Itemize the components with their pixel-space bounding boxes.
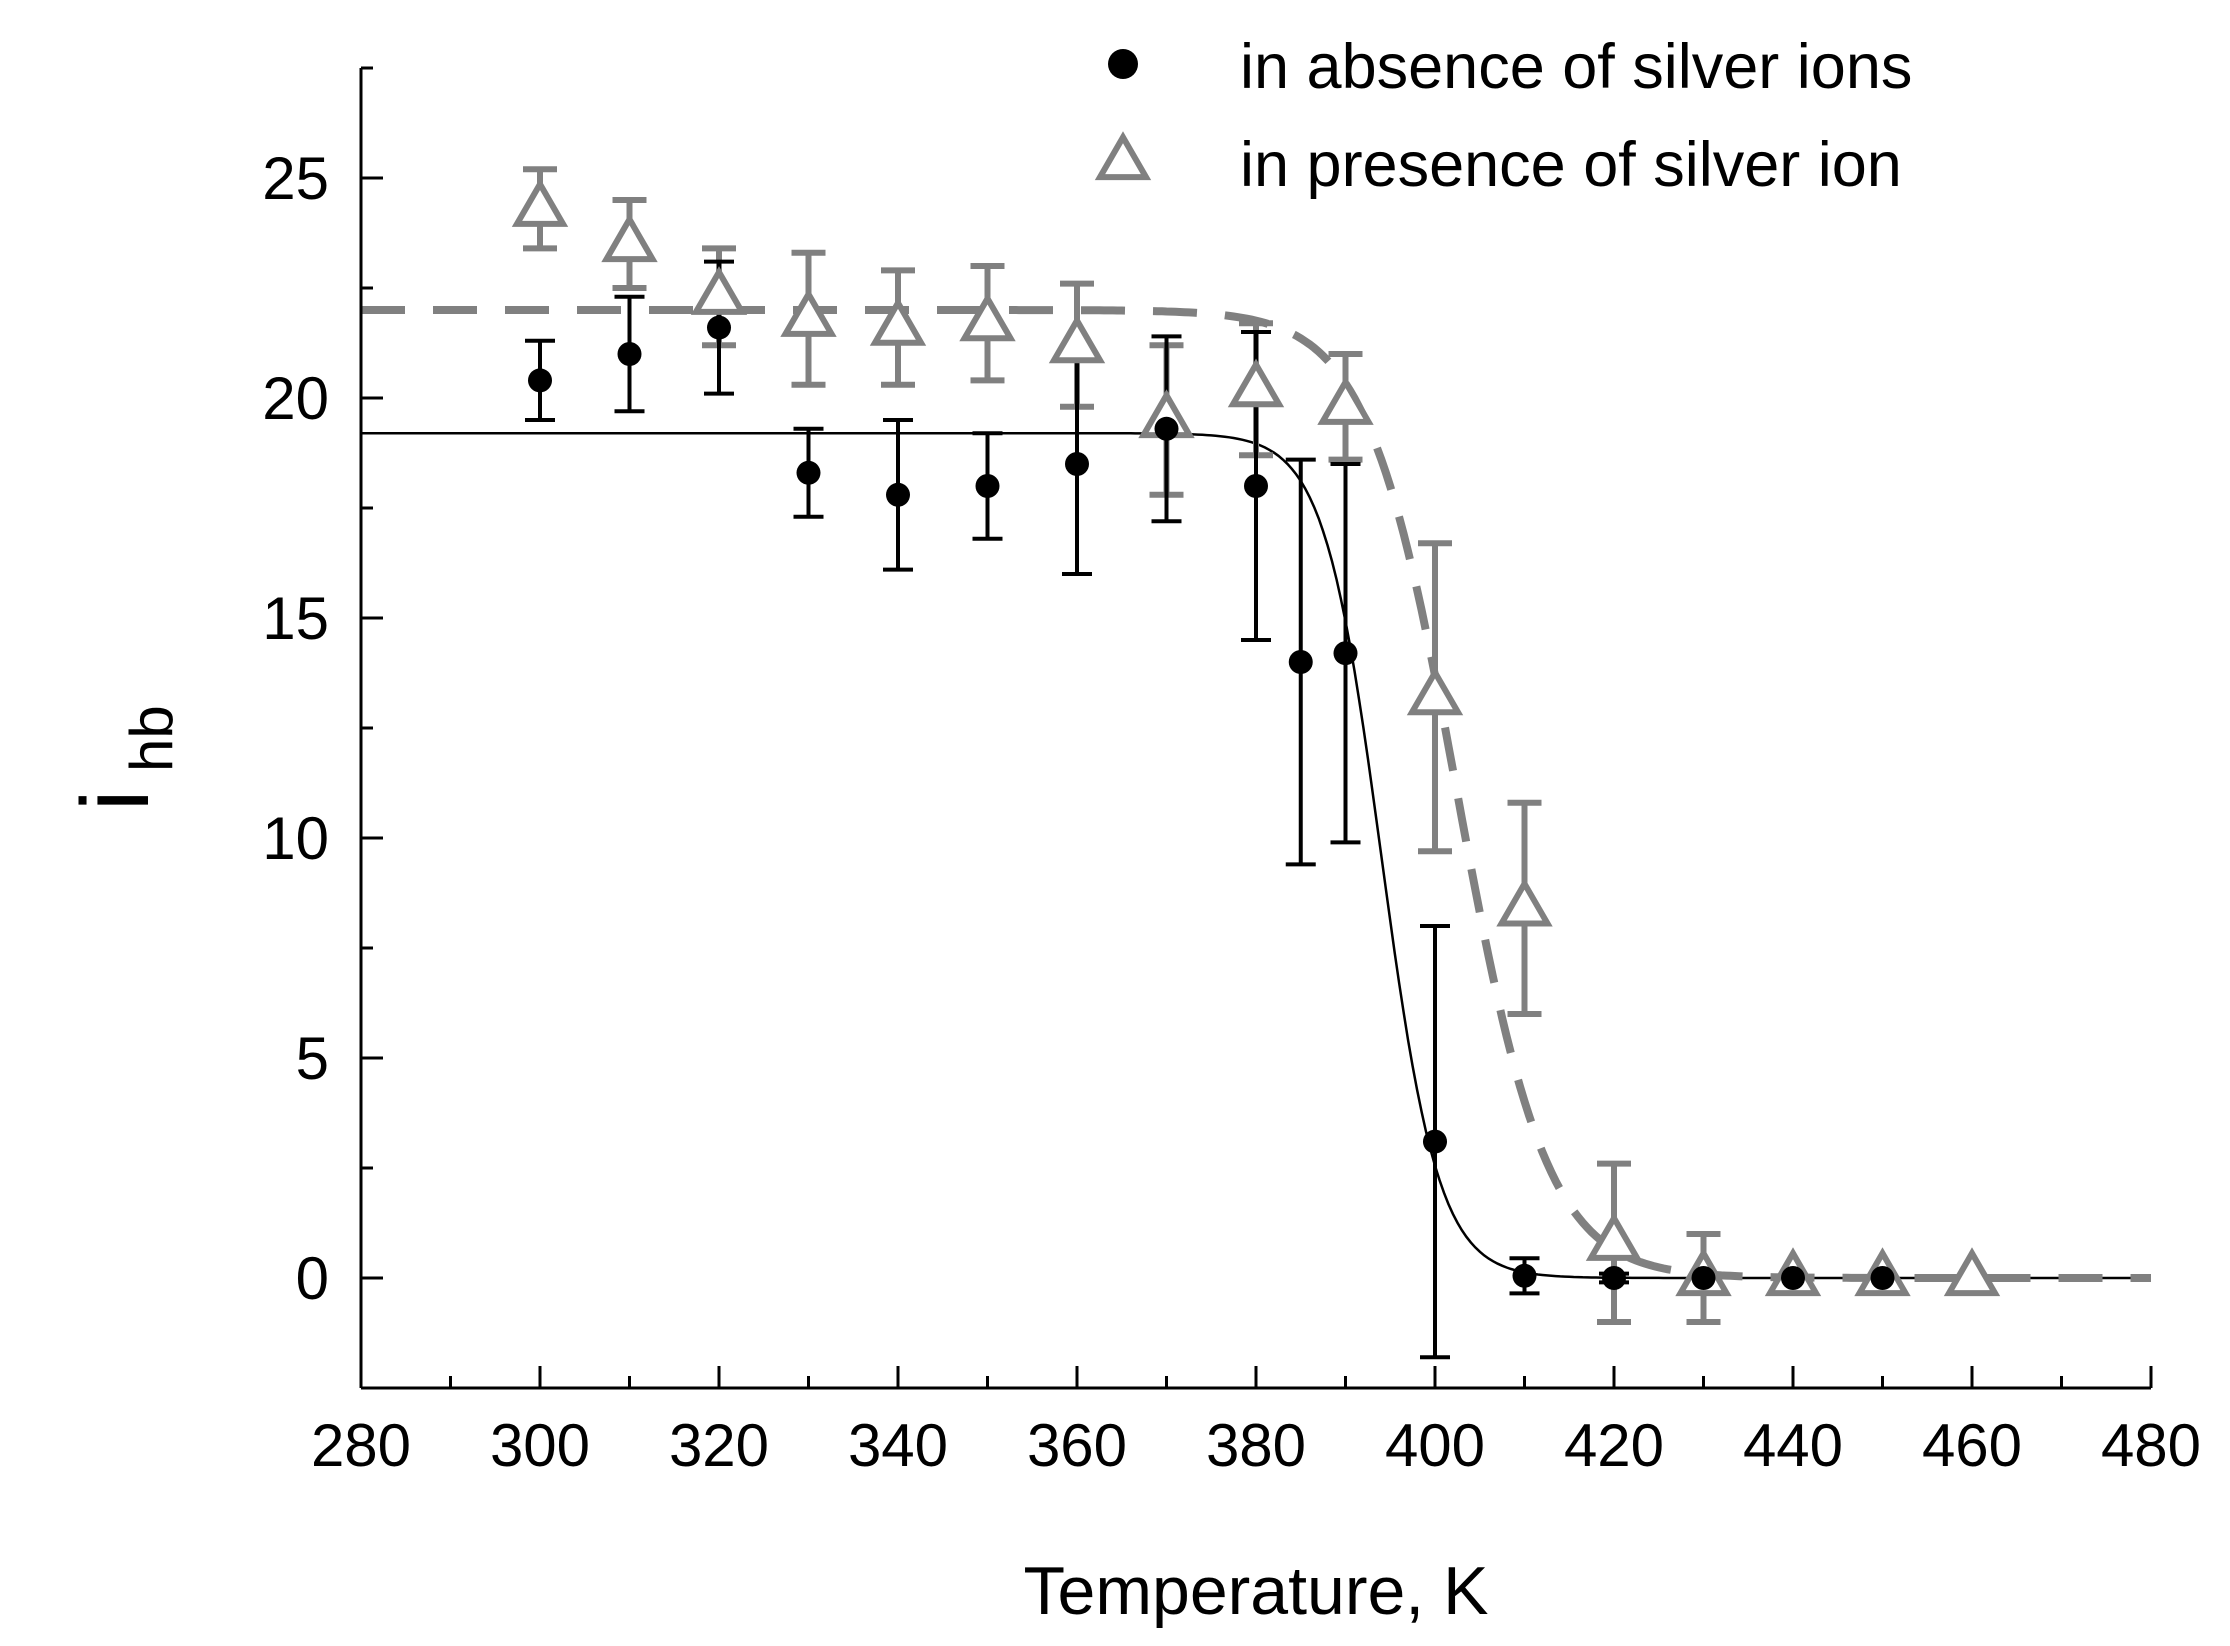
- legend-label-absence: in absence of silver ions: [1240, 32, 1912, 102]
- circle-point: [617, 342, 642, 366]
- x-tick-label: 440: [1743, 1412, 1843, 1479]
- triangle-point: [1406, 666, 1464, 716]
- legend-marker-circle: [1108, 49, 1138, 79]
- y-tick-label: 5: [296, 1025, 329, 1092]
- circle-point: [528, 368, 552, 393]
- triangle-point: [1943, 1247, 2001, 1297]
- circle-point: [1691, 1266, 1716, 1290]
- y-axis-title-subscript: hb: [118, 705, 185, 772]
- circle-point: [975, 474, 1000, 498]
- y-axis-title-main: i: [62, 790, 169, 811]
- legend-label-presence: in presence of silver ion: [1240, 130, 1902, 200]
- circle-point: [1870, 1266, 1895, 1290]
- x-tick-label: 380: [1206, 1412, 1306, 1479]
- triangle-point: [1585, 1212, 1643, 1261]
- y-tick-label: 20: [262, 365, 329, 432]
- triangle-point: [511, 178, 569, 227]
- x-tick-label: 340: [848, 1412, 948, 1479]
- circle-point: [1781, 1266, 1805, 1290]
- x-axis-title: Temperature, K: [1024, 1553, 1489, 1629]
- triangle-point: [1227, 358, 1285, 408]
- triangle-point: [690, 266, 748, 315]
- x-tick-label: 480: [2101, 1412, 2201, 1479]
- circle-point: [796, 460, 821, 485]
- circle-point: [1423, 1129, 1447, 1154]
- circle-point: [707, 315, 731, 340]
- y-tick-label: 25: [262, 145, 329, 212]
- circle-point: [1244, 474, 1268, 498]
- circle-point: [1602, 1266, 1626, 1290]
- triangle-point: [1317, 376, 1374, 425]
- legend: in absence of silver ions in presence of…: [1094, 32, 1912, 200]
- x-tick-label: 460: [1922, 1412, 2022, 1479]
- y-tick-label: 15: [262, 585, 329, 652]
- circle-point: [1288, 650, 1313, 674]
- triangle-point: [601, 213, 658, 263]
- x-tick-label: 280: [311, 1412, 411, 1479]
- x-axis-ticks: 280 300 320 340 360 380 400 420 440 460 480: [311, 1366, 2201, 1479]
- triangle-point: [1496, 877, 1553, 927]
- circle-point: [886, 482, 910, 507]
- circle-point: [1065, 452, 1089, 476]
- triangle-point: [869, 296, 927, 346]
- x-tick-label: 360: [1027, 1412, 1127, 1479]
- triangle-point: [780, 288, 837, 337]
- y-tick-label: 0: [296, 1245, 329, 1312]
- x-tick-label: 300: [490, 1412, 590, 1479]
- circle-point: [1512, 1263, 1537, 1288]
- y-axis-title: i hb: [62, 705, 185, 811]
- y-axis-ticks: 0 5 10 15 20 25: [262, 66, 383, 1390]
- x-tick-label: 420: [1564, 1412, 1664, 1479]
- legend-marker-triangle: [1094, 131, 1152, 181]
- circle-point: [1154, 416, 1179, 441]
- circle-point: [1333, 641, 1358, 666]
- y-tick-label: 10: [262, 805, 329, 872]
- x-tick-label: 320: [669, 1412, 769, 1479]
- triangle-point: [959, 292, 1016, 342]
- x-tick-label: 400: [1385, 1412, 1485, 1479]
- triangle-point: [1048, 314, 1106, 364]
- data-markers: [511, 178, 2001, 1297]
